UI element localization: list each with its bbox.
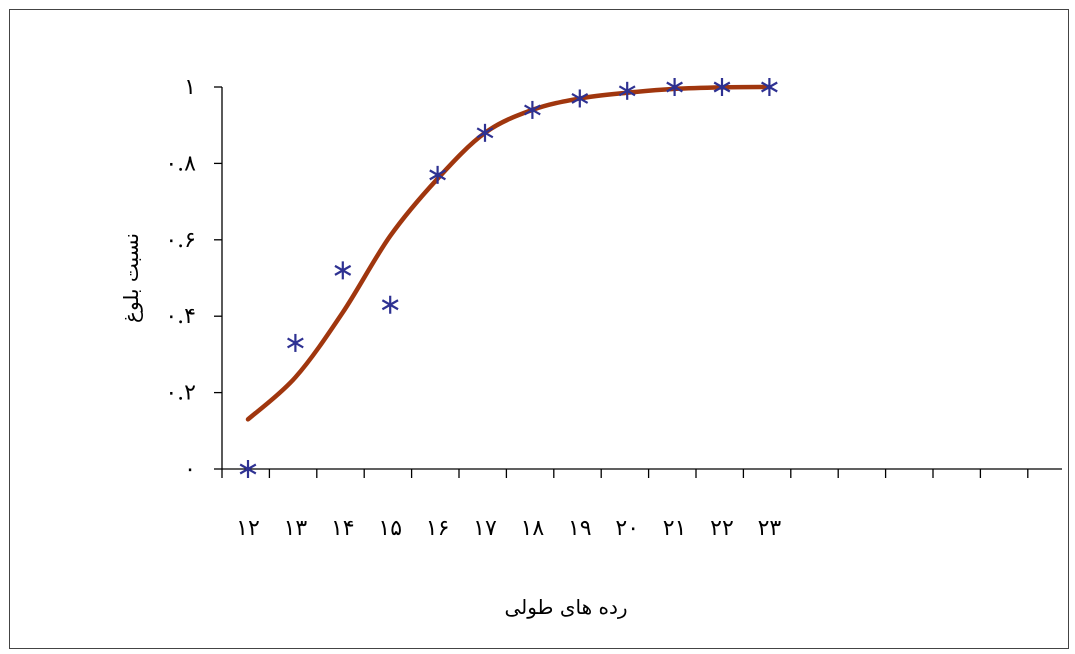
- fit-curve-layer: [245, 84, 772, 422]
- data-point: [429, 165, 446, 184]
- x-tick-label: ۱۵: [378, 516, 402, 541]
- x-tick-label: ۲۰: [615, 516, 639, 541]
- y-tick-label: ۱: [184, 75, 196, 100]
- data-point: [334, 261, 352, 280]
- y-tick-label: ۰.۴: [165, 304, 196, 329]
- x-tick-label: ۱۹: [568, 516, 592, 541]
- axes: [214, 86, 1062, 478]
- data-point: [761, 78, 778, 96]
- x-tick-label: ۱۳: [284, 516, 308, 541]
- x-tick-label: ۱۶: [426, 516, 450, 541]
- data-markers-layer: [239, 78, 778, 478]
- data-point: [571, 89, 589, 108]
- x-tick-label: ۱۷: [473, 516, 497, 541]
- x-tick-label: ۱۴: [331, 516, 355, 541]
- chart-frame: [9, 9, 1069, 649]
- x-tick-label: ۱۲: [236, 516, 260, 541]
- data-point: [239, 460, 257, 478]
- y-tick-label: ۰.۸: [165, 151, 196, 176]
- data-point: [524, 100, 541, 119]
- data-point: [713, 78, 731, 96]
- data-point: [666, 78, 683, 96]
- data-point: [476, 123, 494, 142]
- data-point: [381, 295, 399, 314]
- x-tick-label: ۲۳: [758, 516, 782, 541]
- x-axis-title: رده های طولی: [504, 595, 627, 619]
- x-tick-label: ۲۲: [710, 516, 734, 541]
- tick-labels-layer: ۰ ۰.۲ ۰.۴ ۰.۶ ۰.۸ ۱ ۱۲ ۱۳ ۱۴ ۱۵ ۱۶ ۱۷ ۱۸ ۱۹ ۲۰ ۲۱ ۲۲ ۲۳: [165, 75, 781, 541]
- y-tick-label: ۰.۶: [165, 228, 196, 253]
- fit-curve: [245, 84, 772, 422]
- x-tick-label: ۱۸: [521, 516, 545, 541]
- data-point: [618, 81, 636, 100]
- y-axis-title: نسبت بلوغ: [119, 233, 143, 323]
- data-point: [287, 333, 304, 352]
- y-tick-label: ۰: [184, 457, 196, 482]
- x-tick-label: ۲۱: [663, 516, 687, 541]
- y-tick-label: ۰.۲: [165, 381, 196, 406]
